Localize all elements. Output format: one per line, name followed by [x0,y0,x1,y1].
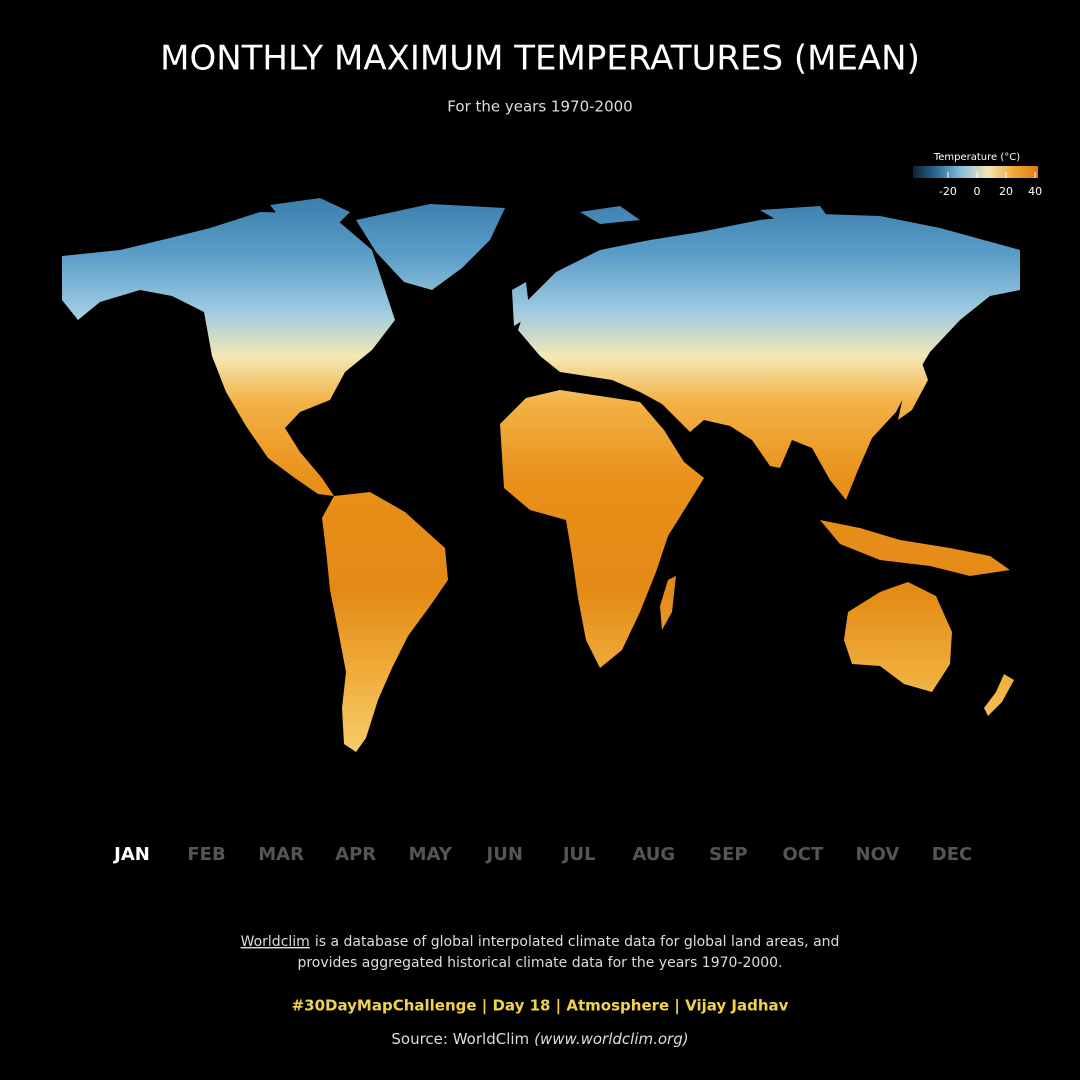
source-url[interactable]: (www.worldclim.org) [534,1030,688,1048]
description-line: provides aggregated historical climate d… [297,955,782,971]
australia [844,582,952,692]
legend-title: Temperature (°C) [933,152,1020,163]
north-america [62,212,395,496]
japan [898,346,928,420]
title: MONTHLY MAXIMUM TEMPERATURES (MEAN) [160,39,920,79]
description-text: is a database of global interpolated cli… [315,934,840,950]
month-label[interactable]: JAN [112,844,150,865]
month-label[interactable]: FEB [187,844,225,865]
eurasia [518,214,1020,500]
subtitle: For the years 1970-2000 [447,98,632,116]
month-label[interactable]: APR [335,844,376,865]
world-map [62,198,1020,752]
legend: Temperature (°C) -20 0 20 40 [913,152,1042,198]
month-label[interactable]: DEC [932,844,972,865]
legend-tick-label: 0 [973,185,980,198]
source: Source: WorldClim [391,1030,529,1048]
legend-tick-label: 20 [999,185,1013,198]
month-label[interactable]: AUG [632,844,675,865]
legend-tick-label: 40 [1028,185,1042,198]
british-isles [512,282,530,326]
worldclim-link[interactable]: Worldclim [241,934,310,950]
south-america [322,492,448,752]
month-label[interactable]: SEP [709,844,747,865]
month-label[interactable]: OCT [783,844,825,865]
source-line: Source: WorldClim (www.worldclim.org) [391,1030,688,1048]
madagascar [660,576,676,630]
credit: #30DayMapChallenge | Day 18 | Atmosphere… [292,997,789,1016]
new-zealand [984,674,1014,716]
month-label[interactable]: JUN [485,844,523,865]
legend-tick-label: -20 [939,185,957,198]
month-label[interactable]: JUL [561,844,596,865]
greenland [356,204,505,290]
month-selector: JAN FEB MAR APR MAY JUN JUL AUG SEP OCT NOV DEC [112,844,972,865]
description-line: Worldclim is a database of global interpo… [241,934,840,950]
footer: Worldclim is a database of global interpo… [241,934,840,1048]
africa [500,390,704,668]
month-label[interactable]: MAR [258,844,304,865]
month-label[interactable]: MAY [409,844,453,865]
arctic-islands [270,198,830,232]
month-label[interactable]: NOV [856,844,900,865]
legend-bar [913,166,1038,178]
southeast-asia [820,520,1010,576]
